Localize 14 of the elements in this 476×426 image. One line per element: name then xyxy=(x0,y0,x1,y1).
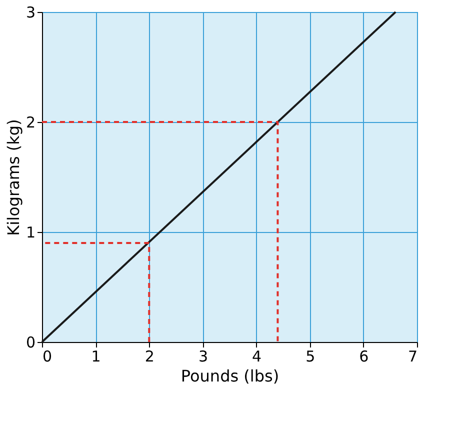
y-tick-label: 1 xyxy=(26,224,36,242)
x-tick-label: 0 xyxy=(42,348,52,366)
x-tick-label: 7 xyxy=(408,348,418,366)
x-tick-label: 5 xyxy=(306,348,316,366)
y-tick-label: 3 xyxy=(26,4,36,22)
x-tick-label: 4 xyxy=(252,348,262,366)
y-tick-label: 0 xyxy=(26,334,36,352)
y-axis-title: Kilograms (kg) xyxy=(4,119,23,236)
x-tick-label: 1 xyxy=(91,348,101,366)
x-tick-label: 3 xyxy=(198,348,208,366)
x-tick-label: 6 xyxy=(359,348,369,366)
x-tick-label: 2 xyxy=(144,348,154,366)
x-axis-title: Pounds (lbs) xyxy=(180,366,280,386)
y-tick-label: 2 xyxy=(26,114,36,132)
